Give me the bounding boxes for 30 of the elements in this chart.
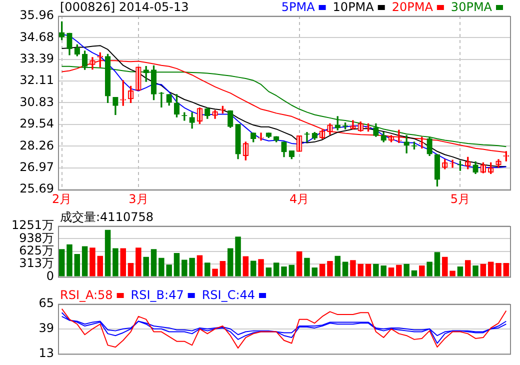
y-tick-label: 29.54 bbox=[20, 116, 54, 131]
legend-label: RSI_A:58 bbox=[60, 288, 113, 302]
legend-label: 30PMA bbox=[450, 0, 493, 14]
y-tick-label: 25.69 bbox=[20, 182, 54, 196]
y-tick-label: 30.83 bbox=[20, 94, 54, 109]
y-tick-label: 33.39 bbox=[20, 52, 54, 66]
x-tick-label: 2月 bbox=[52, 192, 72, 206]
y-tick-label: 0 bbox=[46, 268, 54, 283]
legend-label: 5PMA bbox=[281, 0, 316, 14]
y-tick-label: 625万 bbox=[19, 244, 54, 258]
y-tick-label: 28.26 bbox=[20, 138, 54, 152]
legend-label: RSI_B:47 bbox=[130, 288, 184, 302]
y-tick-label: 34.68 bbox=[20, 30, 54, 44]
x-tick-label: 5月 bbox=[450, 192, 470, 206]
y-tick-label: 26.97 bbox=[20, 160, 54, 174]
y-tick-label: 39 bbox=[38, 321, 54, 336]
legend-label: 20PMA bbox=[392, 0, 434, 14]
legend-label: 10PMA bbox=[332, 0, 375, 14]
y-tick-label: 13 bbox=[38, 346, 54, 360]
y-tick-label: 32.11 bbox=[20, 73, 54, 88]
chart-title: [000826] 2014-05-13 bbox=[60, 0, 189, 14]
x-tick-label: 3月 bbox=[128, 192, 148, 206]
y-tick-label: 1251万 bbox=[11, 218, 54, 232]
y-tick-label: 313万 bbox=[19, 256, 54, 270]
y-tick-label: 938万 bbox=[19, 230, 54, 245]
chart-title: 成交量:4110758 bbox=[60, 210, 154, 224]
y-tick-label: 35.96 bbox=[20, 8, 54, 22]
y-tick-label: 65 bbox=[38, 296, 54, 310]
x-tick-label: 4月 bbox=[290, 192, 310, 206]
legend-label: RSI_C:44 bbox=[202, 288, 256, 302]
